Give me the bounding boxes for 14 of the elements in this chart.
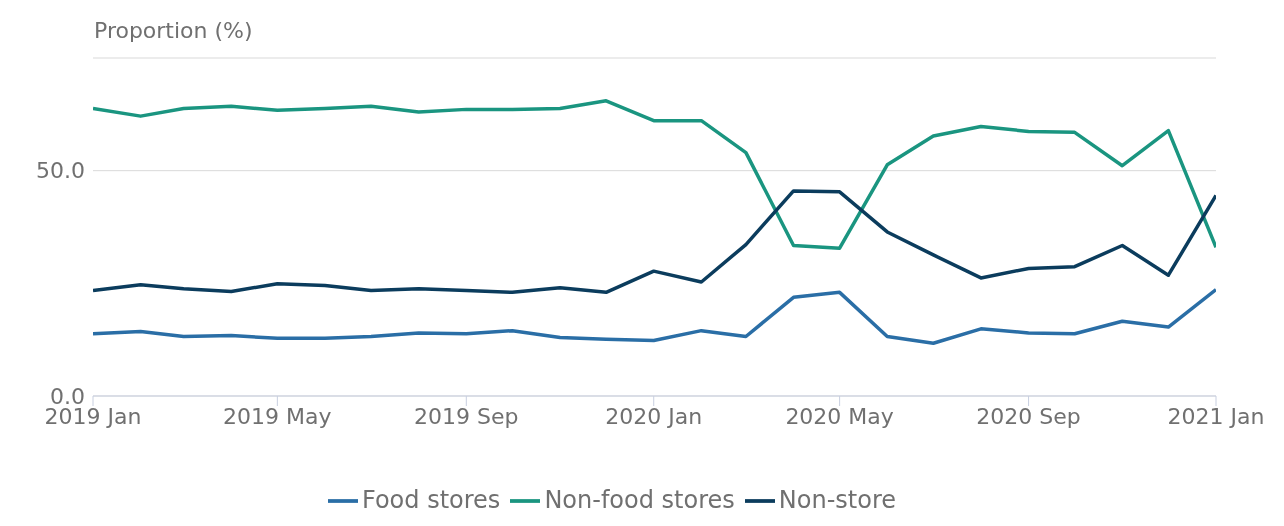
- line-series: [93, 287, 1216, 346]
- x-tick-label: 2020 May: [785, 403, 894, 429]
- legend-label: Non-food stores: [544, 486, 735, 514]
- x-tick-label: 2019 Sep: [414, 403, 519, 429]
- x-tick-label: 2020 Jan: [605, 403, 703, 429]
- y-axis-title: Proportion (%): [94, 18, 253, 43]
- legend-label: Non-store: [778, 486, 896, 514]
- line-series: [93, 189, 1216, 295]
- x-tick-label: 2020 Sep: [976, 403, 1081, 429]
- y-tick-label: 50.0: [36, 158, 85, 184]
- line-series: [93, 99, 1216, 250]
- x-tick-label: 2021 Jan: [1167, 403, 1265, 429]
- x-tick-label: 2019 May: [223, 403, 332, 429]
- legend-label: Food stores: [361, 486, 501, 514]
